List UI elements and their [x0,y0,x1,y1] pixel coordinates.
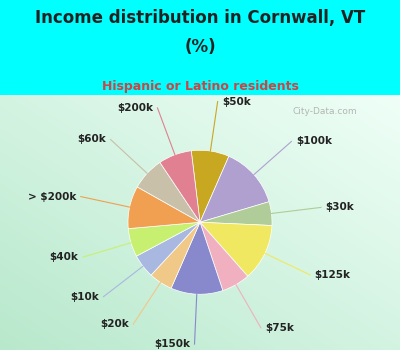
Wedge shape [136,222,200,275]
Text: $60k: $60k [77,134,106,145]
Wedge shape [171,222,223,294]
Text: > $200k: > $200k [28,191,76,202]
Text: $40k: $40k [50,252,78,262]
Text: $150k: $150k [154,339,190,349]
Text: $125k: $125k [315,270,351,280]
Text: Hispanic or Latino residents: Hispanic or Latino residents [102,80,298,93]
Wedge shape [128,187,200,229]
Text: Income distribution in Cornwall, VT: Income distribution in Cornwall, VT [35,9,365,27]
Wedge shape [151,222,200,288]
Text: $200k: $200k [117,103,153,113]
Text: (%): (%) [184,38,216,56]
Text: City-Data.com: City-Data.com [292,107,357,116]
Wedge shape [160,151,200,222]
Text: $10k: $10k [70,292,99,302]
Wedge shape [200,156,269,222]
Text: $100k: $100k [296,136,332,147]
Text: $20k: $20k [100,319,128,329]
Wedge shape [128,222,200,256]
Text: $30k: $30k [326,202,354,212]
Wedge shape [200,222,248,290]
Wedge shape [200,222,272,276]
Text: $75k: $75k [266,323,294,333]
Wedge shape [191,150,229,222]
Text: $50k: $50k [222,97,251,107]
Wedge shape [200,202,272,225]
Wedge shape [137,162,200,222]
